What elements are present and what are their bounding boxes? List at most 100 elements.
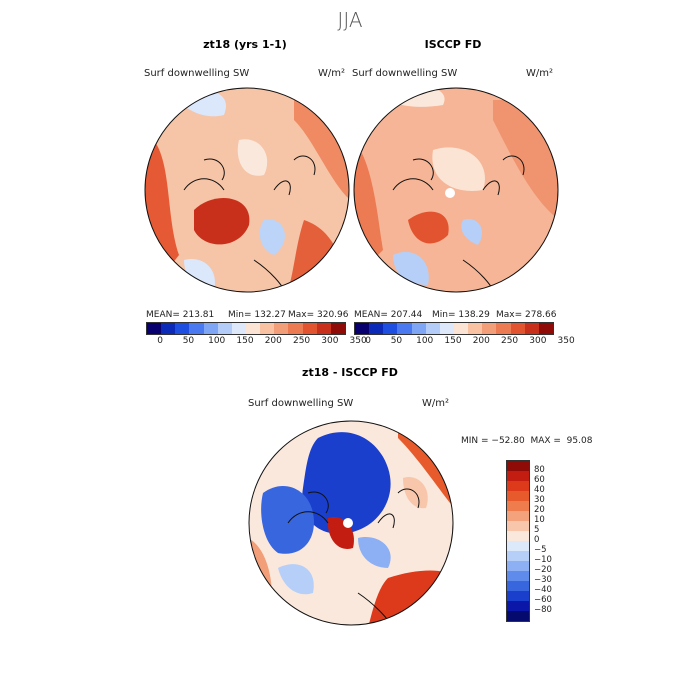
colorbar-swatch — [260, 323, 275, 334]
colorbar-tick-label: 0 — [157, 336, 164, 346]
panel-3-units: W/m² — [422, 398, 450, 409]
panel-2-mean: MEAN= 207.44 — [354, 310, 423, 320]
panel-1-units: W/m² — [318, 68, 346, 79]
panel-1-variable: Surf downwelling SW — [144, 68, 250, 79]
colorbar-swatch — [175, 323, 190, 334]
colorbar-swatch — [383, 323, 398, 334]
colorbar-swatch — [507, 511, 529, 521]
panel-3-map — [248, 420, 454, 626]
colorbar-tick-label: 250 — [292, 336, 311, 346]
colorbar-swatch — [453, 323, 469, 334]
colorbar-level-label: −30 — [534, 575, 552, 585]
colorbar-level-label: 60 — [534, 475, 545, 485]
page-title: JJA — [337, 8, 363, 32]
colorbar-swatch — [507, 611, 529, 621]
colorbar-swatch — [302, 323, 317, 334]
panel-3-colorbar-ticks: 80 60 40 30 20 10 5 0 −5 −10 −20 −30 −40 −60 −80 — [534, 460, 574, 620]
panel-2-colorbar — [354, 322, 554, 335]
colorbar-swatch — [507, 481, 529, 491]
colorbar-swatch — [274, 323, 289, 334]
colorbar-swatch — [217, 323, 232, 334]
colorbar-level-label: 30 — [534, 495, 545, 505]
colorbar-swatch — [507, 521, 529, 531]
colorbar-swatch — [507, 461, 529, 471]
colorbar-swatch — [439, 323, 454, 334]
panel-1-mean: MEAN= 213.81 — [146, 310, 215, 320]
colorbar-swatch — [507, 601, 529, 611]
panel-3-title: zt18 - ISCCP FD — [302, 366, 398, 379]
colorbar-swatch — [507, 491, 529, 501]
colorbar-swatch — [510, 323, 525, 334]
colorbar-tick-label: 50 — [182, 336, 195, 346]
colorbar-level-label: 80 — [534, 465, 545, 475]
colorbar-level-label: −60 — [534, 595, 552, 605]
colorbar-swatch — [425, 323, 440, 334]
colorbar-swatch — [507, 581, 529, 591]
colorbar-level-label: −40 — [534, 585, 552, 595]
panel-2-units: W/m² — [526, 68, 554, 79]
colorbar-swatch — [245, 323, 261, 334]
colorbar-tick-label: 300 — [321, 336, 339, 346]
colorbar-swatch — [507, 501, 529, 511]
panel-2-map — [353, 87, 559, 293]
colorbar-swatch — [507, 531, 529, 541]
colorbar-swatch — [397, 323, 412, 334]
colorbar-tick-label: 150 — [236, 336, 254, 346]
panel-3-minmax: MIN = −52.80 MAX = 95.08 — [461, 436, 593, 446]
colorbar-level-label: 0 — [534, 535, 540, 545]
panel-2-max: Max= 278.66 — [496, 310, 557, 320]
panel-1-min: Min= 132.27 — [228, 310, 286, 320]
colorbar-swatch — [507, 541, 529, 551]
colorbar-level-label: 40 — [534, 485, 545, 495]
colorbar-level-label: −5 — [534, 545, 547, 555]
colorbar-tick-label: 350 — [349, 336, 367, 346]
colorbar-level-label: −20 — [534, 565, 552, 575]
colorbar-level-label: 10 — [534, 515, 545, 525]
colorbar-tick-label: 250 — [500, 336, 519, 346]
colorbar-tick-label: 0 — [365, 336, 372, 346]
colorbar-tick-label: 100 — [416, 336, 434, 346]
colorbar-level-label: −10 — [534, 555, 552, 565]
panel-2-variable: Surf downwelling SW — [352, 68, 458, 79]
colorbar-tick-label: 100 — [208, 336, 226, 346]
colorbar-tick-label: 200 — [472, 336, 490, 346]
colorbar-swatch — [355, 323, 370, 334]
panel-3-variable: Surf downwelling SW — [248, 398, 354, 409]
colorbar-swatch — [538, 323, 553, 334]
colorbar-swatch — [316, 323, 331, 334]
panel-1-colorbar — [146, 322, 346, 335]
colorbar-swatch — [203, 323, 218, 334]
colorbar-swatch — [161, 323, 176, 334]
colorbar-swatch — [524, 323, 539, 334]
colorbar-tick-label: 150 — [444, 336, 462, 346]
panel-2-title: ISCCP FD — [424, 38, 482, 51]
colorbar-tick-label: 300 — [529, 336, 547, 346]
colorbar-swatch — [468, 323, 483, 334]
panel-1-max: Max= 320.96 — [288, 310, 349, 320]
colorbar-swatch — [482, 323, 497, 334]
colorbar-swatch — [369, 323, 384, 334]
panel-3-colorbar — [506, 460, 530, 622]
colorbar-tick-label: 200 — [264, 336, 282, 346]
colorbar-swatch — [411, 323, 426, 334]
colorbar-swatch — [496, 323, 511, 334]
colorbar-swatch — [147, 323, 162, 334]
colorbar-swatch — [189, 323, 204, 334]
colorbar-swatch — [507, 591, 529, 601]
colorbar-swatch — [507, 471, 529, 481]
colorbar-tick-label: 50 — [390, 336, 403, 346]
colorbar-swatch — [507, 561, 529, 571]
panel-1-map — [144, 87, 350, 293]
panel-2-colorbar-ticks: 0 50 100 150 200 250 300 350 — [354, 336, 574, 348]
colorbar-level-label: −80 — [534, 605, 552, 615]
panel-1-colorbar-ticks: 0 50 100 150 200 250 300 350 — [146, 336, 366, 348]
colorbar-swatch — [330, 323, 345, 334]
colorbar-tick-label: 350 — [557, 336, 575, 346]
colorbar-swatch — [507, 551, 529, 561]
colorbar-swatch — [231, 323, 246, 334]
colorbar-level-label: 5 — [534, 525, 540, 535]
panel-1-title: zt18 (yrs 1-1) — [203, 38, 287, 51]
panel-2-min: Min= 138.29 — [432, 310, 490, 320]
colorbar-level-label: 20 — [534, 505, 545, 515]
colorbar-swatch — [288, 323, 303, 334]
